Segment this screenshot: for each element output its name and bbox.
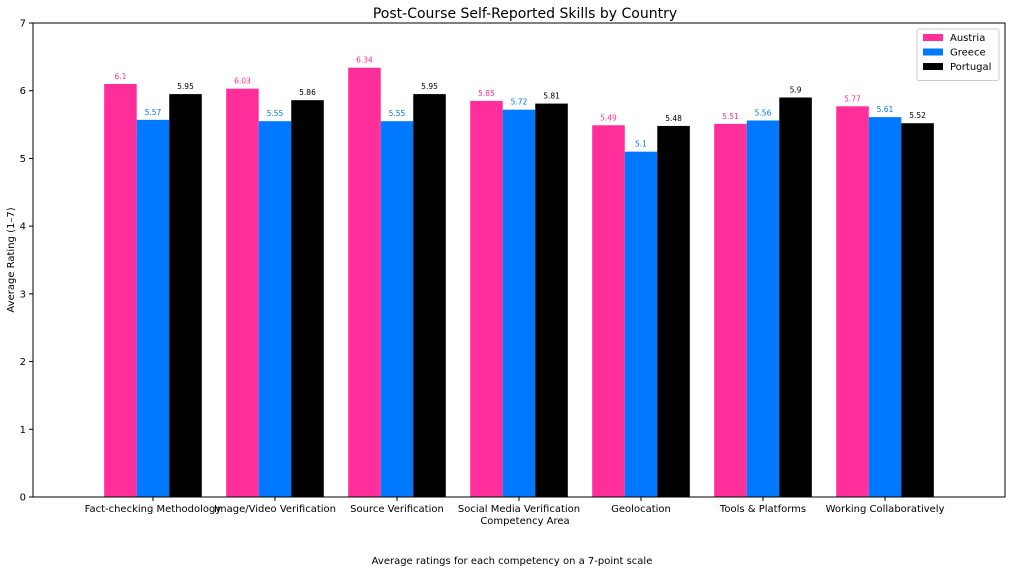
bar-greece-3 [502, 109, 536, 498]
data-label-austria-5: 5.51 [722, 112, 739, 121]
bar-greece-2 [380, 121, 414, 497]
x-tick-label: Source Verification [350, 504, 444, 515]
bar-austria-6 [836, 106, 869, 497]
x-tick-label: Tools & Platforms [719, 504, 806, 515]
legend-label-greece: Greece [950, 48, 986, 59]
y-axis-label: Average Rating (1–7) [6, 207, 17, 312]
bar-austria-2 [348, 67, 381, 497]
data-label-greece-6: 5.61 [877, 105, 894, 114]
data-label-greece-3: 5.72 [511, 98, 528, 107]
bar-portugal-6 [901, 123, 934, 497]
x-tick-label: Fact-checking Methodology [85, 504, 222, 515]
bar-portugal-5 [779, 97, 812, 498]
data-label-greece-1: 5.55 [267, 109, 284, 118]
x-tick-label: Social Media Verification [458, 504, 580, 515]
y-tick-label: 4 [20, 222, 26, 233]
data-label-austria-0: 6.1 [114, 72, 126, 81]
data-label-austria-1: 6.03 [234, 77, 251, 86]
y-tick-label: 6 [20, 86, 26, 97]
x-axis-label: Competency Area [480, 516, 569, 527]
data-label-austria-2: 6.34 [356, 56, 373, 65]
data-label-austria-6: 5.77 [844, 94, 861, 103]
data-label-portugal-3: 5.81 [543, 92, 560, 101]
bar-greece-0 [136, 119, 170, 497]
legend-label-austria: Austria [950, 33, 985, 44]
y-tick-label: 1 [20, 425, 26, 436]
y-tick-label: 0 [20, 493, 26, 504]
data-label-greece-0: 5.57 [145, 108, 162, 117]
bar-portugal-0 [169, 94, 202, 497]
bar-austria-5 [714, 123, 747, 497]
data-label-portugal-4: 5.48 [665, 114, 682, 123]
x-tick-label: Geolocation [611, 504, 671, 515]
data-label-austria-3: 5.85 [478, 89, 495, 98]
data-label-portugal-1: 5.86 [299, 88, 316, 97]
x-tick-label: Working Collaboratively [826, 504, 945, 515]
data-label-austria-4: 5.49 [600, 113, 617, 122]
legend-swatch-portugal [923, 63, 943, 70]
bar-greece-6 [868, 117, 902, 498]
legend-swatch-greece [923, 48, 943, 56]
data-label-greece-2: 5.55 [389, 109, 406, 118]
data-label-greece-4: 5.1 [635, 140, 647, 149]
chart-title: Post-Course Self-Reported Skills by Coun… [373, 6, 677, 22]
legend: Austria Greece Portugal [916, 28, 1000, 81]
bar-greece-4 [624, 151, 658, 497]
y-tick-label: 3 [20, 289, 26, 300]
data-label-portugal-6: 5.52 [909, 111, 926, 120]
legend-swatch-austria [923, 34, 943, 41]
bar-austria-1 [226, 88, 259, 498]
data-label-portugal-0: 5.95 [177, 82, 194, 91]
data-label-portugal-5: 5.9 [790, 85, 802, 94]
y-tick-label: 7 [20, 19, 26, 30]
x-tick-label: Image/Video Verification [214, 504, 336, 515]
bar-austria-0 [104, 83, 137, 497]
bar-greece-5 [746, 120, 780, 497]
bar-portugal-2 [413, 94, 446, 497]
bar-portugal-4 [657, 125, 690, 498]
bar-portugal-1 [291, 100, 324, 497]
data-label-greece-5: 5.56 [755, 109, 772, 118]
plot-area: 6.1 6.03 6.34 5.85 5.49 5.51 5.77 5.57 5.55 5.55 5… [20, 19, 1006, 515]
legend-label-portugal: Portugal [950, 62, 991, 73]
chart-caption: Average ratings for each competency on a… [372, 556, 653, 567]
bar-austria-3 [470, 100, 503, 498]
y-tick-label: 2 [20, 357, 26, 368]
y-tick-label: 5 [20, 154, 26, 165]
bar-greece-1 [258, 121, 292, 497]
data-label-portugal-2: 5.95 [421, 82, 438, 91]
bar-portugal-3 [535, 103, 568, 497]
bar-austria-4 [592, 125, 625, 497]
